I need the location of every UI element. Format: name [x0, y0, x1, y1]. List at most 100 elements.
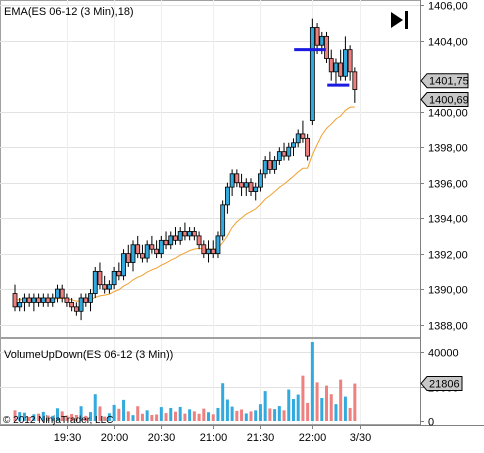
candle-up: [144, 240, 150, 263]
volume-bar: [329, 394, 333, 421]
time-tick-label: 21:00: [200, 432, 228, 444]
candle-body: [352, 71, 358, 90]
price-tick-label: 1406,00: [428, 1, 468, 13]
volume-indicator-label: VolumeUpDown(ES 06-12 (3 Min)): [4, 349, 173, 361]
volume-bar: [98, 406, 102, 421]
price-indicator-label: EMA(ES 06-12 (3 Min),18): [4, 6, 134, 18]
volume-bar: [197, 413, 201, 421]
price-tick-label: 1388,00: [428, 321, 468, 333]
volume-bar: [207, 412, 211, 421]
candle-body: [201, 244, 207, 255]
price-tick-label: 1396,00: [428, 179, 468, 191]
candle-body: [168, 235, 174, 246]
candle-body: [130, 244, 136, 263]
candle-up: [206, 240, 211, 263]
volume-bar: [315, 382, 319, 421]
price-marker: 1400,69: [420, 92, 469, 108]
candle-body: [140, 253, 145, 259]
candle-down: [73, 302, 79, 316]
candle-up: [50, 293, 56, 307]
play-to-end-icon: [391, 11, 408, 29]
candle-down: [163, 231, 169, 250]
volume-bar: [117, 408, 121, 421]
candle-up: [309, 18, 315, 126]
candle-body: [291, 142, 296, 148]
candle-down: [281, 142, 287, 161]
candle-body: [45, 297, 51, 303]
volume-bar: [296, 394, 300, 421]
candle-body: [258, 173, 263, 188]
price-tick-label: 1398,00: [428, 143, 468, 155]
candle-body: [83, 297, 89, 303]
candle-body: [262, 160, 268, 175]
volume-bar: [122, 399, 126, 421]
candle-body: [276, 151, 282, 161]
candle-body: [69, 302, 75, 308]
volume-bar: [13, 410, 17, 421]
candle-down: [338, 49, 344, 81]
candle-body: [154, 248, 160, 255]
candle-up: [92, 266, 98, 298]
candle-up: [40, 293, 46, 307]
candle-up: [342, 36, 348, 81]
candle-up: [276, 147, 282, 165]
time-tick-label: 3/30: [350, 432, 371, 444]
volume-bar: [112, 404, 116, 421]
candle-body: [177, 231, 183, 241]
candle-body: [97, 270, 103, 286]
volume-bar: [169, 407, 173, 421]
volume-bar: [320, 397, 324, 421]
time-tick-label: 19:30: [54, 432, 82, 444]
volume-bar: [225, 399, 229, 421]
candle-down: [154, 240, 160, 259]
volume-bar: [240, 409, 244, 421]
volume-bar: [348, 407, 352, 421]
price-marker-flag: [420, 92, 469, 108]
price-panel-border: [0, 0, 421, 338]
volume-bar: [37, 413, 41, 421]
time-tick-label: 21:30: [247, 432, 275, 444]
candle-down: [59, 284, 65, 303]
time-tick-label: 20:00: [101, 432, 129, 444]
volume-bar: [235, 410, 239, 421]
candle-down: [191, 227, 197, 241]
candle-down: [125, 244, 131, 267]
candle-up: [215, 231, 221, 259]
volume-bar: [310, 342, 314, 421]
volume-bar: [18, 412, 22, 421]
volume-bar: [150, 414, 154, 421]
candle-body: [281, 151, 287, 157]
volume-bar: [60, 411, 64, 421]
candle-body: [267, 160, 273, 170]
candle-body: [295, 133, 301, 144]
candle-body: [309, 27, 315, 122]
volume-bar: [277, 406, 281, 421]
candle-body: [224, 186, 230, 206]
candle-body: [116, 270, 122, 277]
volume-bar: [84, 415, 88, 421]
volume-bar: [145, 410, 149, 421]
candle-down: [182, 222, 188, 241]
price-marker-label: 1401,75: [429, 76, 469, 88]
candle-up: [107, 280, 112, 294]
volume-marker: 21806: [420, 376, 463, 392]
candle-body: [300, 133, 306, 139]
candle-down: [347, 45, 353, 81]
candle-body: [107, 284, 112, 290]
volume-bar: [22, 412, 26, 421]
candle-down: [12, 284, 18, 312]
candle-down: [239, 173, 244, 196]
volume-bar: [202, 408, 206, 421]
volume-bar: [230, 406, 234, 421]
volume-bar: [55, 408, 59, 421]
volume-tick-label: 40000: [428, 348, 459, 360]
volume-bar: [249, 411, 253, 421]
candle-body: [17, 302, 23, 308]
candle-up: [258, 169, 263, 192]
candle-up: [17, 297, 23, 312]
price-tick-label: 1392,00: [428, 250, 468, 262]
candle-down: [69, 297, 75, 312]
volume-bar: [268, 408, 272, 421]
candlestick-series: [12, 18, 358, 321]
candle-down: [140, 244, 145, 263]
